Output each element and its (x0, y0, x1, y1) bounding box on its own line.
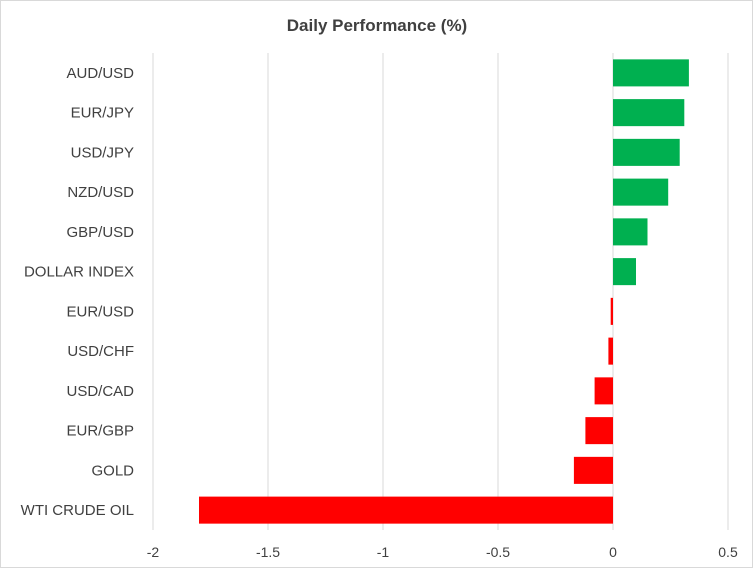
category-label: WTI CRUDE OIL (21, 502, 134, 519)
x-tick-label: -1.5 (256, 544, 280, 560)
chart-title: Daily Performance (%) (287, 16, 467, 35)
category-label: USD/CHF (67, 343, 134, 360)
x-tick-label: -2 (147, 544, 160, 560)
bar (608, 337, 613, 365)
category-label: NZD/USD (67, 184, 134, 201)
bars (199, 59, 689, 524)
bar (199, 496, 613, 524)
x-tick-label: 0 (609, 544, 617, 560)
category-label: DOLLAR INDEX (24, 264, 134, 281)
bar (585, 417, 613, 445)
bar (613, 59, 689, 87)
bar (573, 456, 613, 484)
grid-lines (152, 53, 729, 530)
category-label: USD/JPY (71, 144, 134, 161)
category-label: EUR/GBP (66, 423, 134, 440)
category-label: AUD/USD (66, 65, 134, 82)
bar (610, 297, 613, 325)
category-label: GBP/USD (66, 224, 134, 241)
bar (613, 178, 669, 206)
bar (613, 218, 648, 246)
bar (613, 138, 680, 166)
category-label: EUR/JPY (71, 105, 134, 122)
x-tick-labels: -2 -1.5 -1 -0.5 0 0.5 (147, 544, 738, 560)
bar (594, 377, 613, 405)
category-label: EUR/USD (66, 303, 134, 320)
bar (613, 99, 685, 127)
bar (613, 258, 636, 286)
category-label: USD/CAD (66, 383, 134, 400)
category-labels: AUD/USD EUR/JPY USD/JPY NZD/USD GBP/USD DOLLA… (21, 65, 135, 519)
category-label: GOLD (91, 462, 134, 479)
x-tick-label: -0.5 (486, 544, 510, 560)
x-tick-label: -1 (377, 544, 390, 560)
x-tick-label: 0.5 (718, 544, 738, 560)
